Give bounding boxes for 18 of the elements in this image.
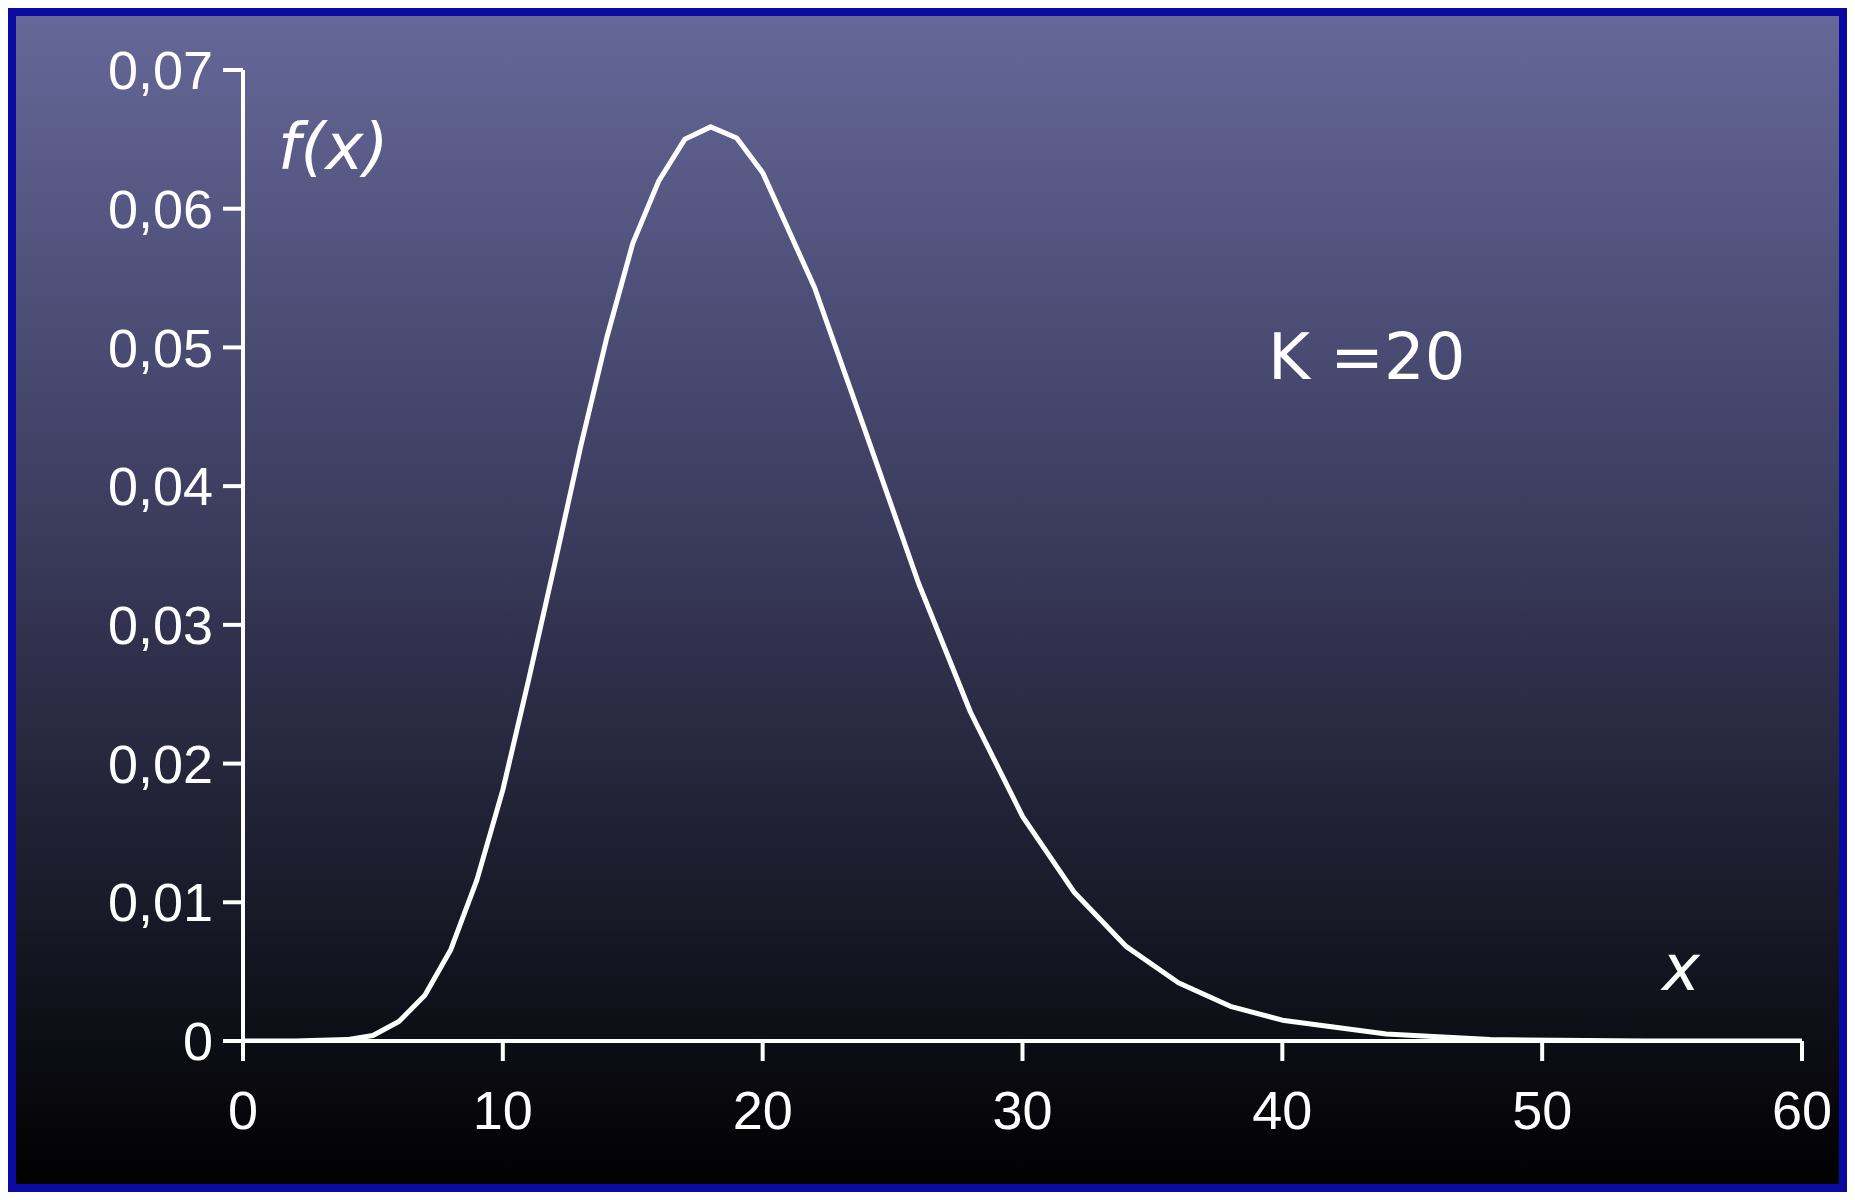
x-tick-label: 40 [1252,1080,1313,1141]
y-axis-title: f(x) [278,110,389,184]
x-tick-label: 20 [732,1080,793,1141]
y-tick-label: 0,07 [107,40,213,101]
y-tick-label: 0,02 [107,733,213,794]
y-tick-label: 0,01 [107,872,213,933]
x-tick-label: 60 [1771,1080,1833,1141]
y-tick-label: 0 [182,1011,213,1072]
x-tick-label: 0 [227,1080,259,1141]
x-tick-label: 10 [472,1080,533,1141]
x-axis-title: x [1662,931,1700,1005]
y-tick-label: 0,06 [107,178,213,239]
x-tick-label: 30 [992,1080,1053,1141]
x-tick-label: 50 [1512,1080,1573,1141]
y-tick-label: 0,05 [107,317,213,378]
y-tick-label: 0,03 [107,595,213,656]
annotation: K =20 [1268,320,1466,394]
y-tick-label: 0,04 [107,456,213,517]
